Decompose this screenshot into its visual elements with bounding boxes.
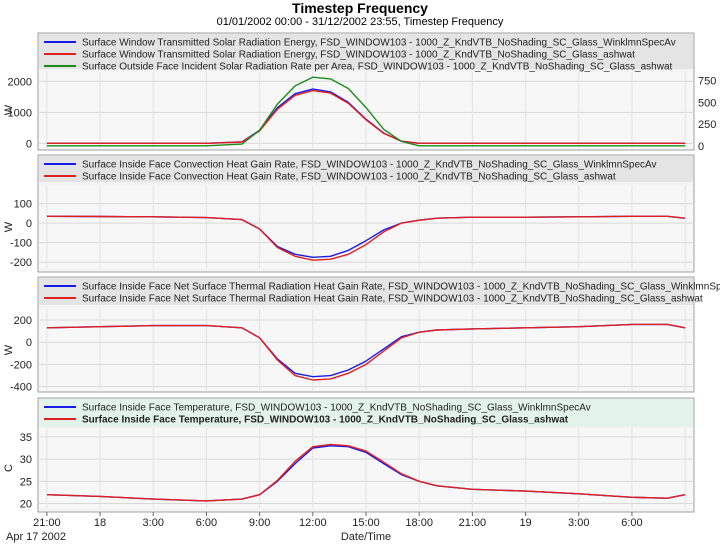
y-right-tick-label: 750 xyxy=(698,76,716,88)
legend-label: Surface Outside Face Incident Solar Radi… xyxy=(82,62,673,73)
legend-box xyxy=(39,399,693,427)
legend-label: Surface Inside Face Temperature, FSD_WIN… xyxy=(82,415,569,426)
y-tick-label: -400 xyxy=(10,382,32,394)
y-axis-label: W xyxy=(3,104,15,115)
legend-box xyxy=(39,278,693,305)
series-line xyxy=(46,76,686,147)
legend-box xyxy=(39,156,693,182)
y-tick-label: 100 xyxy=(14,199,32,211)
legend-label: Surface Inside Face Convection Heat Gain… xyxy=(82,160,657,171)
legend-label: Surface Inside Face Net Surface Thermal … xyxy=(82,294,703,305)
y-axis-label: W xyxy=(3,344,15,355)
x-tick-label: 6:00 xyxy=(621,517,642,529)
chart-title: Timestep Frequency xyxy=(292,0,428,16)
x-date-label: Apr 17 2002 xyxy=(6,531,66,543)
y-tick-label: 2000 xyxy=(8,76,32,88)
x-tick-label: 19 xyxy=(519,517,531,529)
y-axis-label: W xyxy=(3,221,15,232)
y-tick-label: -200 xyxy=(10,359,32,371)
legend-label: Surface Inside Face Net Surface Thermal … xyxy=(82,282,720,293)
legend-label: Surface Window Transmitted Solar Radiati… xyxy=(82,38,676,49)
x-tick-label: 15:00 xyxy=(352,517,380,529)
y-axis-label: C xyxy=(3,464,15,472)
x-tick-label: 3:00 xyxy=(568,517,589,529)
y-right-tick-label: 500 xyxy=(698,97,716,109)
series-line xyxy=(46,443,686,502)
y-tick-label: -200 xyxy=(10,257,32,269)
y-right-tick-label: 0 xyxy=(698,141,704,153)
x-tick-label: 6:00 xyxy=(196,517,217,529)
legend-label: Surface Inside Face Temperature, FSD_WIN… xyxy=(82,403,591,414)
y-tick-label: 1000 xyxy=(8,107,32,119)
y-tick-label: 200 xyxy=(14,315,32,327)
legend-label: Surface Inside Face Convection Heat Gain… xyxy=(82,172,616,183)
series-line xyxy=(46,323,686,381)
legend-label: Surface Window Transmitted Solar Radiati… xyxy=(82,50,635,61)
y-right-tick-label: 250 xyxy=(698,119,716,131)
y-tick-label: 0 xyxy=(26,337,32,349)
y-tick-label: 30 xyxy=(20,454,32,466)
series-line xyxy=(46,215,686,261)
x-tick-label: 9:00 xyxy=(249,517,270,529)
x-tick-label: 3:00 xyxy=(143,517,164,529)
chart-subtitle: 01/01/2002 00:00 - 31/12/2002 23:55, Tim… xyxy=(216,16,504,28)
x-tick-label: 21:00 xyxy=(33,517,61,529)
y-tick-label: 35 xyxy=(20,432,32,444)
y-tick-label: -100 xyxy=(10,238,32,250)
y-tick-label: 0 xyxy=(26,218,32,230)
y-tick-label: 20 xyxy=(20,499,32,511)
y-tick-label: 0 xyxy=(26,138,32,150)
x-axis-label: Date/Time xyxy=(341,531,391,543)
x-tick-label: 18 xyxy=(94,517,106,529)
x-tick-label: 21:00 xyxy=(459,517,487,529)
y-tick-label: 25 xyxy=(20,476,32,488)
x-tick-label: 18:00 xyxy=(405,517,433,529)
legend-box xyxy=(39,34,693,69)
x-tick-label: 12:00 xyxy=(299,517,327,529)
